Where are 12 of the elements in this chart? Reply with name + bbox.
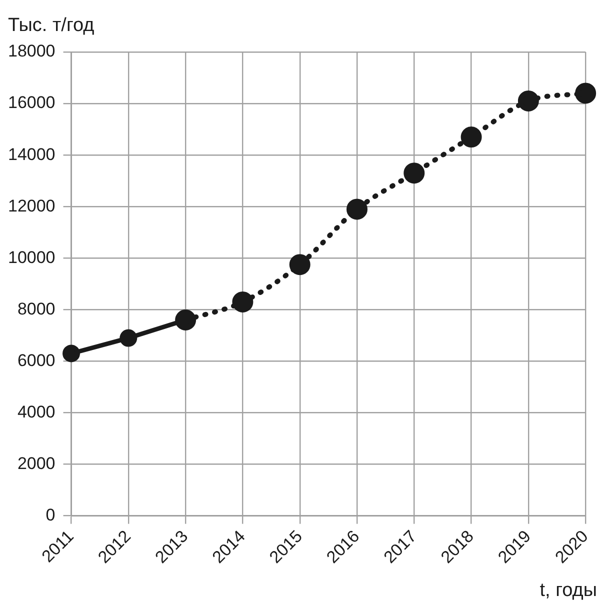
- y-tick-label: 4000: [17, 402, 56, 422]
- x-axis-title: t, годы: [540, 580, 597, 601]
- y-tick-label: 6000: [17, 350, 56, 370]
- y-tick-label: 16000: [8, 93, 56, 112]
- y-tick-label: 2000: [17, 454, 56, 473]
- y-tick-label: 10000: [8, 248, 56, 267]
- y-tick-label: 12000: [8, 196, 56, 216]
- y-tick-label: 14000: [8, 144, 56, 164]
- y-tick-label: 18000: [8, 42, 56, 61]
- y-tick-label: 8000: [17, 299, 56, 318]
- y-tick-label: 0: [46, 506, 56, 525]
- y-axis-title: Тыс. т/год: [8, 15, 94, 36]
